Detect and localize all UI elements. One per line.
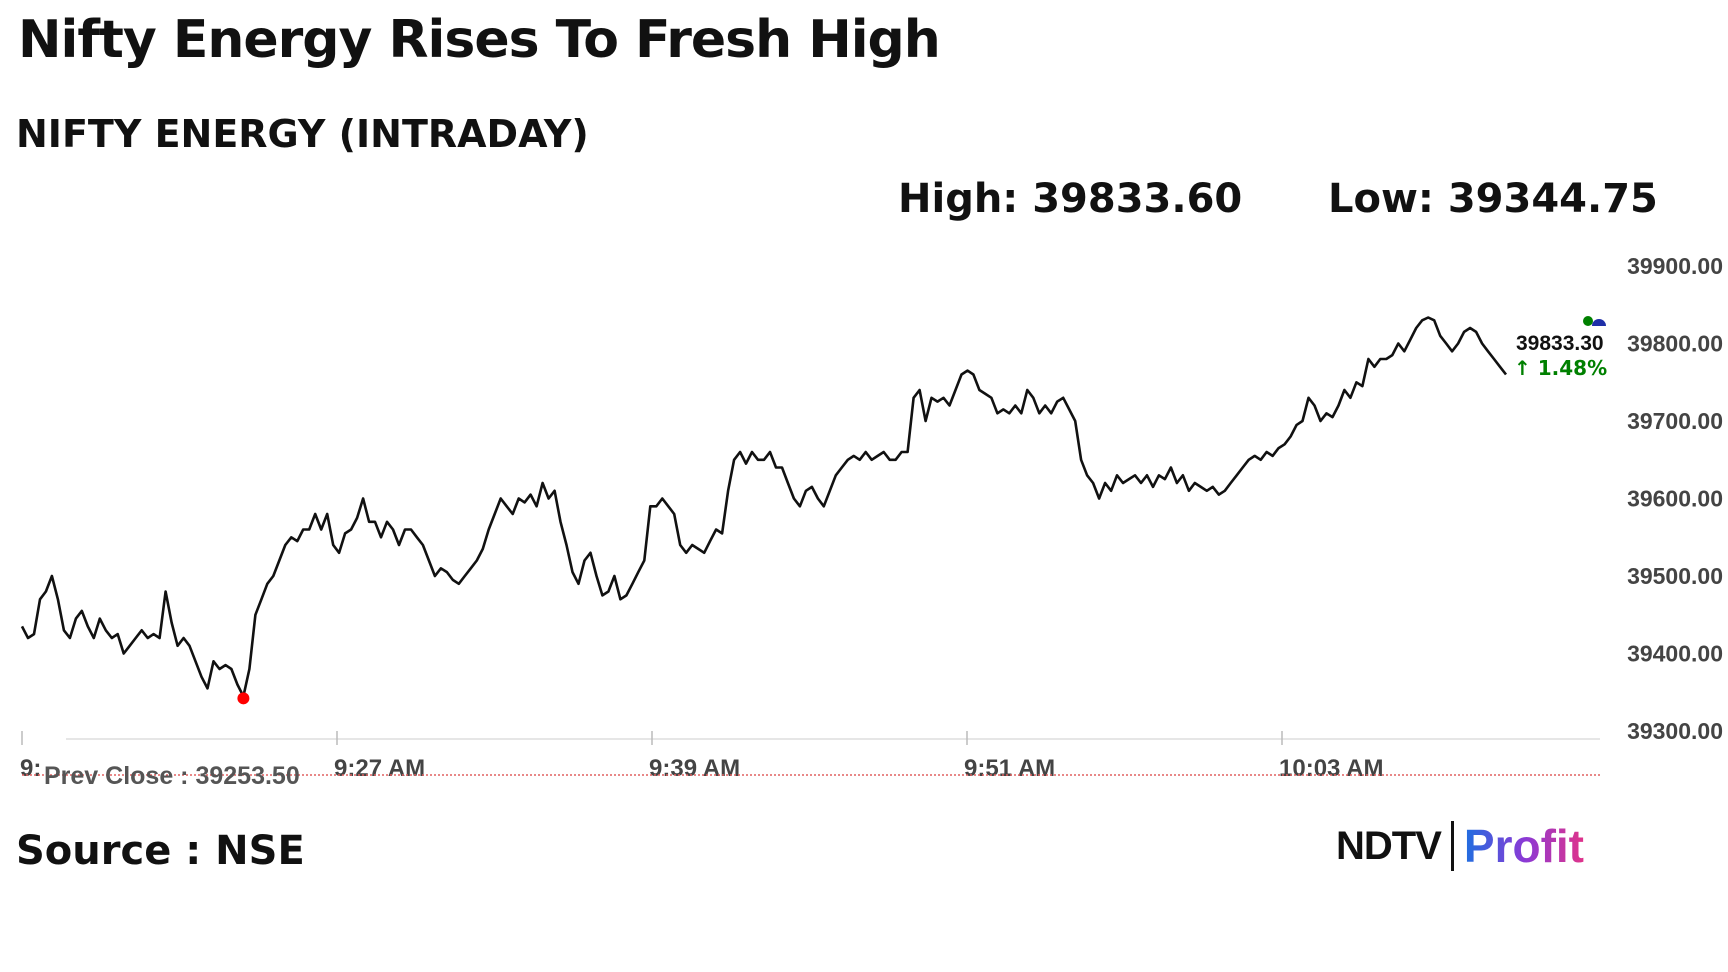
prev-close-label: Prev Close : 39253.50 — [44, 762, 300, 790]
y-tick-label: 39700.00 — [1627, 408, 1723, 434]
high-marker-blue — [1592, 319, 1606, 326]
x-tick-label: 9:39 AM — [649, 755, 740, 782]
logo-profit-text: Profit — [1463, 820, 1584, 872]
change-percent-label: ↑ 1.48% — [1514, 356, 1607, 380]
x-tick-label: 9: — [20, 755, 41, 782]
page-title: Nifty Energy Rises To Fresh High — [18, 10, 941, 70]
logo-divider — [1450, 821, 1454, 871]
logo-ndtv-text: NDTV — [1336, 823, 1442, 868]
chart-series: 39833.30↑ 1.48% — [20, 316, 1607, 705]
source-label: Source : NSE — [16, 828, 305, 874]
y-tick-label: 39600.00 — [1627, 486, 1723, 512]
last-value-label: 39833.30 — [1516, 332, 1604, 355]
ndtv-profit-logo: NDTV Profit — [1336, 816, 1584, 876]
y-tick-label: 39900.00 — [1627, 253, 1723, 279]
y-tick-label: 39300.00 — [1627, 718, 1723, 744]
y-tick-label: 39500.00 — [1627, 563, 1723, 589]
x-tick-label: 9:51 AM — [964, 755, 1055, 782]
chart-subtitle: NIFTY ENERGY (INTRADAY) — [16, 112, 589, 156]
price-line — [20, 316, 1508, 698]
low-value: Low: 39344.75 — [1328, 176, 1658, 222]
high-value: High: 39833.60 — [898, 176, 1243, 222]
low-point-marker — [237, 692, 250, 705]
y-tick-label: 39400.00 — [1627, 641, 1723, 667]
x-tick-label: 10:03 AM — [1279, 755, 1383, 782]
y-tick-label: 39800.00 — [1627, 331, 1723, 357]
high-marker-green — [1583, 316, 1593, 326]
chart-axes: 39900.00 39800.00 39700.00 39600.00 39500.00… — [20, 253, 1723, 790]
x-tick-label: 9:27 AM — [334, 755, 425, 782]
